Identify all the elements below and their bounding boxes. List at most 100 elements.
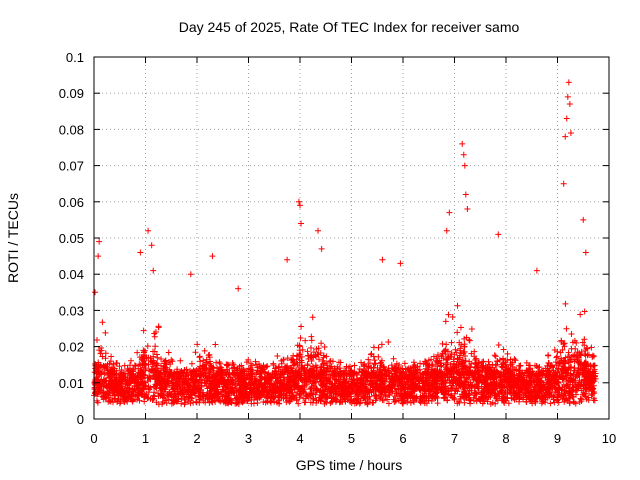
- y-tick-label: 0.02: [59, 340, 84, 355]
- data-point: [426, 381, 433, 388]
- data-point: [310, 349, 317, 356]
- data-point: [552, 372, 559, 379]
- data-point: [187, 271, 194, 278]
- data-point: [297, 202, 303, 209]
- data-point: [110, 361, 117, 368]
- data-point: [212, 341, 219, 348]
- data-point: [308, 337, 315, 344]
- data-point: [197, 363, 204, 370]
- data-point: [332, 370, 339, 377]
- data-point: [234, 399, 241, 406]
- data-point: [284, 383, 291, 390]
- data-point: [318, 245, 325, 252]
- y-tick-labels: 00.010.020.030.040.050.060.070.080.090.1: [59, 50, 84, 427]
- data-point: [99, 319, 106, 326]
- data-point: [134, 349, 141, 356]
- data-point: [163, 368, 170, 375]
- data-point: [504, 388, 511, 395]
- data-point: [102, 350, 109, 357]
- data-point: [468, 383, 475, 390]
- data-point: [116, 374, 123, 381]
- data-point: [440, 355, 447, 362]
- data-point: [446, 354, 453, 361]
- data-point: [290, 362, 297, 369]
- data-point: [222, 386, 229, 393]
- data-point: [462, 369, 469, 376]
- data-point: [443, 388, 450, 395]
- data-point: [425, 375, 432, 382]
- data-point: [284, 355, 291, 362]
- data-point: [144, 374, 151, 381]
- data-point: [466, 364, 473, 371]
- data-point: [313, 345, 320, 352]
- data-point: [277, 371, 284, 378]
- data-point: [491, 352, 498, 359]
- data-point: [563, 115, 570, 122]
- data-point: [235, 285, 242, 292]
- data-point: [185, 398, 192, 405]
- data-point: [164, 392, 171, 399]
- data-point: [423, 360, 430, 367]
- data-point: [167, 370, 174, 377]
- data-point: [395, 397, 402, 404]
- data-point: [578, 379, 585, 386]
- data-point: [298, 323, 305, 330]
- data-point: [222, 396, 229, 403]
- data-point: [164, 382, 171, 389]
- data-point: [260, 362, 267, 369]
- data-point: [492, 373, 499, 380]
- data-point: [92, 289, 99, 296]
- data-point: [284, 256, 291, 263]
- data-point: [474, 364, 481, 371]
- data-point: [382, 370, 389, 377]
- y-tick-label: 0.01: [59, 376, 84, 391]
- data-point: [195, 388, 202, 395]
- data-point: [365, 356, 372, 363]
- data-point: [583, 382, 590, 389]
- data-point: [439, 350, 446, 357]
- data-point: [114, 360, 120, 367]
- data-point: [248, 379, 255, 386]
- data-point: [314, 386, 321, 393]
- data-point: [120, 370, 127, 377]
- data-point: [430, 391, 437, 398]
- data-point: [294, 353, 301, 360]
- data-point: [307, 371, 314, 378]
- data-point: [538, 373, 545, 380]
- data-point: [467, 396, 474, 403]
- y-tick-label: 0.05: [59, 231, 84, 246]
- data-point: [320, 381, 327, 388]
- data-point: [364, 395, 371, 402]
- data-point: [355, 379, 362, 386]
- data-point: [136, 354, 143, 361]
- data-point: [489, 399, 496, 406]
- data-point: [471, 353, 478, 360]
- data-point: [577, 395, 584, 402]
- data-point: [254, 388, 261, 395]
- data-point: [318, 375, 325, 382]
- data-point: [185, 382, 192, 389]
- data-point: [130, 366, 137, 373]
- data-point: [327, 400, 334, 407]
- data-point: [451, 351, 458, 358]
- data-point: [567, 357, 574, 364]
- data-point: [191, 390, 198, 397]
- data-point: [572, 345, 579, 352]
- data-point: [150, 348, 157, 355]
- data-point: [309, 391, 316, 398]
- data-point: [109, 368, 116, 375]
- data-point: [495, 341, 502, 348]
- data-point: [295, 400, 302, 407]
- data-point: [92, 390, 99, 397]
- data-point: [255, 368, 262, 375]
- data-point: [561, 360, 568, 367]
- data-point: [507, 356, 514, 363]
- data-point: [533, 379, 540, 386]
- data-point: [295, 386, 302, 393]
- data-point: [562, 387, 569, 394]
- data-point: [94, 376, 101, 383]
- data-point: [560, 375, 567, 382]
- data-point: [350, 397, 357, 404]
- data-point: [105, 398, 112, 405]
- data-point: [294, 389, 301, 396]
